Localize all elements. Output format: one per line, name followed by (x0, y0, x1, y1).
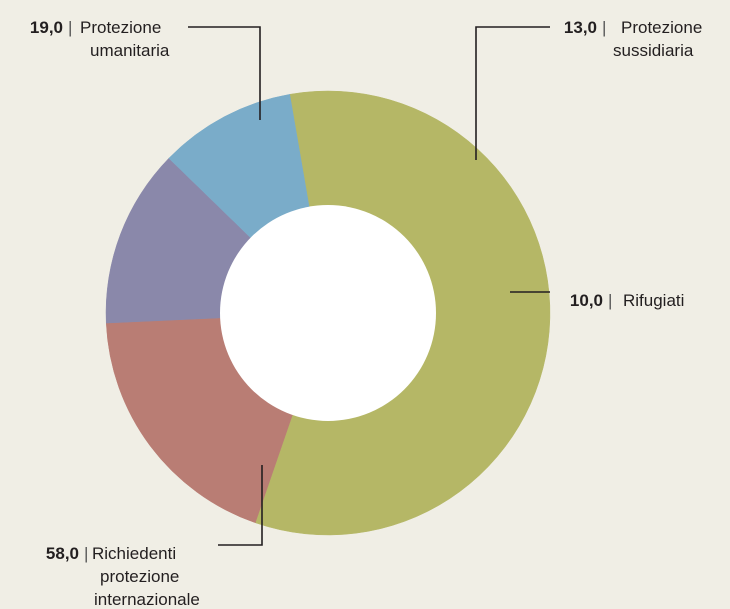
leader-line-3 (218, 465, 263, 546)
slice-label-0-line-0: Protezione (80, 18, 161, 37)
value-separator-3: | (84, 544, 88, 563)
leader-line-0 (188, 26, 261, 120)
slice-value-1: 13,0 (564, 18, 597, 37)
slice-label-1-line-1: sussidiaria (613, 41, 694, 60)
callout-labels: 19,0 | Protezione umanitaria 13,0 | Protezione… (30, 18, 702, 609)
leader-lines (188, 26, 550, 546)
slice-label-3-line-2: internazionale (94, 590, 200, 609)
leader-line-1 (475, 26, 550, 160)
slice-label-1-line-0: Protezione (621, 18, 702, 37)
value-separator-2: | (608, 291, 612, 310)
donut-hole (220, 205, 436, 421)
slice-label-3-line-1: protezione (100, 567, 179, 586)
slice-label-2-line-0: Rifugiati (623, 291, 684, 310)
slice-value-0: 19,0 (30, 18, 63, 37)
value-separator-0: | (68, 18, 72, 37)
slice-label-3-line-0: Richiedenti (92, 544, 176, 563)
value-separator-1: | (602, 18, 606, 37)
slice-value-3: 58,0 (46, 544, 79, 563)
slice-label-0-line-1: umanitaria (90, 41, 170, 60)
slice-value-2: 10,0 (570, 291, 603, 310)
